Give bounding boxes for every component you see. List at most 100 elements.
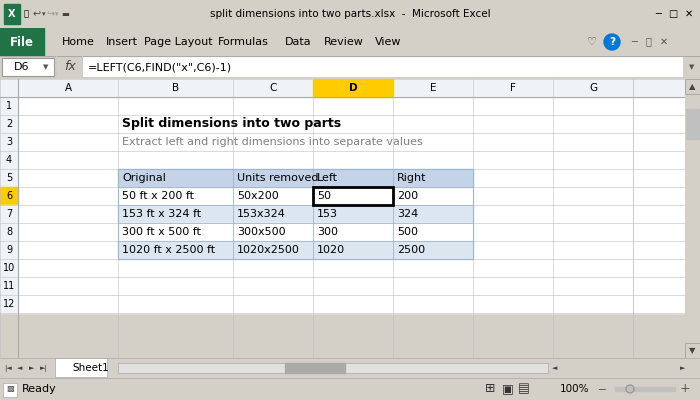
Text: 12: 12 — [3, 299, 15, 309]
Text: fx: fx — [64, 60, 76, 74]
Text: Review: Review — [324, 37, 364, 47]
Text: ⊞: ⊞ — [484, 382, 496, 396]
Text: ◄: ◄ — [552, 365, 558, 371]
Text: ─: ─ — [631, 37, 637, 47]
Text: ►: ► — [29, 365, 35, 371]
Bar — [3, 383, 17, 397]
Bar — [0, 169, 18, 187]
Bar — [118, 241, 473, 259]
Text: ▬: ▬ — [61, 10, 69, 18]
Bar — [686, 109, 699, 139]
Text: D6: D6 — [14, 62, 29, 72]
Text: 4: 4 — [6, 155, 12, 165]
Text: ▾: ▾ — [42, 11, 46, 17]
Text: Sheet1: Sheet1 — [72, 363, 108, 373]
Text: 50 ft x 200 ft: 50 ft x 200 ft — [122, 191, 194, 201]
Bar — [0, 133, 18, 151]
Bar — [83, 57, 683, 77]
Text: 9: 9 — [6, 245, 12, 255]
Bar — [18, 115, 685, 133]
Text: ↩: ↩ — [33, 9, 41, 19]
Text: 200: 200 — [397, 191, 418, 201]
Text: 324: 324 — [397, 209, 418, 219]
Bar — [18, 295, 685, 313]
Text: 11: 11 — [3, 281, 15, 291]
Text: ◄: ◄ — [18, 365, 22, 371]
Text: ▣: ▣ — [502, 382, 514, 396]
Bar — [18, 187, 685, 205]
Bar — [18, 259, 685, 277]
Bar — [55, 358, 107, 377]
Text: 5: 5 — [6, 173, 12, 183]
Text: Left: Left — [317, 173, 338, 183]
Text: ↪: ↪ — [46, 9, 54, 19]
Bar — [118, 169, 473, 187]
Bar — [18, 151, 685, 169]
Text: Ready: Ready — [22, 384, 57, 394]
Bar — [285, 363, 345, 373]
Text: Extract left and right dimensions into separate values: Extract left and right dimensions into s… — [122, 137, 423, 147]
Bar — [685, 343, 700, 358]
Text: □: □ — [668, 9, 678, 19]
Bar — [0, 187, 18, 205]
Bar — [118, 205, 473, 223]
Text: Units removed: Units removed — [237, 173, 318, 183]
Text: ─: ─ — [655, 9, 661, 19]
Text: 7: 7 — [6, 209, 12, 219]
Text: Home: Home — [62, 37, 94, 47]
Bar — [4, 4, 20, 24]
Text: ▾: ▾ — [55, 11, 59, 17]
Bar — [118, 223, 473, 241]
Text: D: D — [349, 83, 357, 93]
Text: 💾: 💾 — [24, 10, 29, 18]
Bar — [313, 79, 393, 97]
Bar — [0, 28, 44, 56]
Bar — [18, 277, 685, 295]
Text: ✕: ✕ — [685, 9, 693, 19]
Bar — [0, 277, 18, 295]
Bar — [0, 151, 18, 169]
Bar — [685, 79, 700, 94]
Text: X: X — [8, 9, 15, 19]
Bar — [2, 58, 54, 76]
Bar — [0, 115, 18, 133]
Text: G: G — [589, 83, 597, 93]
Bar — [313, 187, 393, 205]
Text: ✕: ✕ — [660, 37, 668, 47]
Text: Insert: Insert — [106, 37, 138, 47]
Bar — [118, 169, 473, 259]
Text: ▼: ▼ — [690, 64, 694, 70]
Text: 100%: 100% — [560, 384, 589, 394]
Text: ♡: ♡ — [587, 37, 597, 47]
Text: ▲: ▲ — [690, 82, 696, 91]
Circle shape — [604, 34, 620, 50]
Text: 8: 8 — [6, 227, 12, 237]
Text: ⧠: ⧠ — [645, 36, 651, 46]
Text: 50: 50 — [317, 191, 331, 201]
Text: 2500: 2500 — [397, 245, 425, 255]
Text: 300 ft x 500 ft: 300 ft x 500 ft — [122, 227, 201, 237]
Text: 2: 2 — [6, 119, 12, 129]
Text: ▼: ▼ — [43, 64, 49, 70]
Text: Original: Original — [122, 173, 166, 183]
Text: ─: ─ — [598, 384, 606, 394]
Text: 153 ft x 324 ft: 153 ft x 324 ft — [122, 209, 201, 219]
Text: split dimensions into two parts.xlsx  -  Microsoft Excel: split dimensions into two parts.xlsx - M… — [210, 9, 490, 19]
Bar — [118, 187, 473, 205]
Text: 300: 300 — [317, 227, 338, 237]
Text: Formulas: Formulas — [218, 37, 268, 47]
Bar — [0, 79, 18, 97]
Text: E: E — [430, 83, 436, 93]
Bar — [0, 79, 685, 97]
Text: 1020 ft x 2500 ft: 1020 ft x 2500 ft — [122, 245, 215, 255]
Bar — [18, 97, 685, 115]
Text: View: View — [374, 37, 401, 47]
Bar — [0, 223, 18, 241]
Text: Right: Right — [397, 173, 426, 183]
Text: |◄: |◄ — [4, 364, 12, 372]
Circle shape — [626, 385, 634, 393]
Text: 500: 500 — [397, 227, 418, 237]
Text: 10: 10 — [3, 263, 15, 273]
Text: 50x200: 50x200 — [237, 191, 279, 201]
Text: ▤: ▤ — [518, 382, 530, 396]
